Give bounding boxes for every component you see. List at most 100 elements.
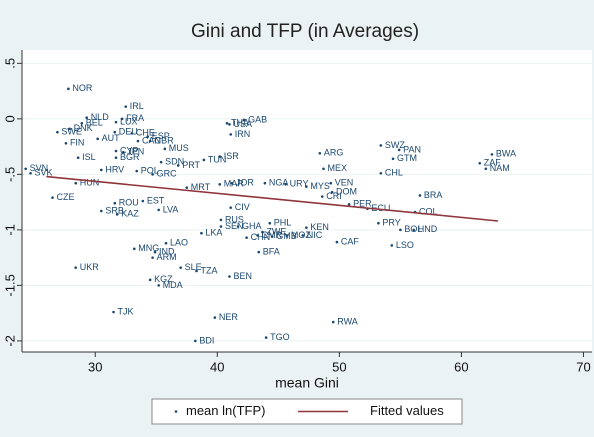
point: [100, 209, 103, 213]
point-label: SLE: [185, 262, 202, 272]
point: [391, 157, 395, 161]
point: [331, 320, 335, 324]
point: [225, 121, 229, 125]
point-label: ECU: [371, 203, 390, 213]
point-label: NLD: [91, 112, 110, 122]
point: [114, 156, 118, 159]
point: [322, 167, 325, 171]
point-label: BRA: [424, 190, 443, 200]
point: [130, 131, 134, 135]
x-tick-label: 30: [88, 359, 102, 374]
point: [390, 244, 394, 247]
point: [151, 173, 154, 176]
point: [67, 87, 70, 91]
y-tick-label: 0: [2, 115, 17, 122]
point-label: UKR: [80, 262, 100, 272]
point-label: SVK: [35, 168, 53, 178]
point: [218, 183, 222, 186]
point-label: THA: [231, 118, 249, 128]
point-label: LSO: [396, 240, 414, 250]
point-label: CAN: [142, 135, 161, 145]
point: [74, 181, 78, 185]
point-label: MRT: [191, 182, 211, 192]
point-label: CHL: [385, 168, 403, 178]
point-label: ROU: [119, 198, 139, 208]
point: [399, 228, 402, 232]
point-label: FIN: [70, 138, 85, 148]
point: [478, 161, 482, 165]
point: [301, 234, 305, 237]
point-label: HND: [418, 224, 438, 234]
point: [261, 230, 264, 234]
point-label: HRV: [105, 164, 124, 174]
point-label: TGO: [270, 332, 290, 342]
point: [379, 144, 383, 147]
point: [113, 201, 117, 205]
point: [29, 171, 32, 175]
point-label: RUS: [225, 214, 244, 224]
point-label: GBR: [154, 135, 174, 145]
legend-swatch: [174, 410, 178, 413]
point: [228, 123, 231, 126]
point-label: COL: [419, 206, 438, 216]
y-tick-label: -.5: [2, 167, 17, 182]
point: [195, 269, 198, 273]
point-label: URY: [290, 179, 309, 189]
point: [176, 164, 180, 167]
point-label: MOZ: [291, 230, 311, 240]
point-label: NER: [219, 312, 239, 322]
point-label: MUS: [169, 143, 189, 153]
point-label: BFA: [263, 246, 280, 256]
point: [56, 130, 59, 134]
point: [80, 121, 84, 125]
point-label: ARG: [324, 148, 344, 158]
point-label: CIV: [235, 202, 250, 212]
point-label: MEX: [327, 163, 347, 173]
point-label: DOM: [336, 186, 357, 196]
point-label: IRL: [130, 101, 144, 111]
point: [163, 147, 167, 151]
point-label: PRY: [382, 218, 400, 228]
point-label: ARM: [157, 252, 177, 262]
point: [412, 228, 416, 232]
point: [213, 316, 217, 319]
point: [228, 275, 231, 278]
point: [285, 234, 289, 237]
point-label: CHN: [251, 232, 271, 242]
point: [219, 218, 223, 222]
point-label: NOR: [72, 83, 93, 93]
point-label: PAN: [403, 144, 421, 154]
point-label: ISL: [82, 152, 96, 162]
point: [157, 208, 161, 212]
x-axis-title: mean Gini: [275, 375, 339, 391]
point-label: PER: [353, 199, 372, 209]
point-label: MAR: [224, 179, 245, 189]
y-tick-label: .5: [2, 58, 17, 69]
point: [157, 284, 161, 287]
point-label: FRA: [126, 113, 144, 123]
point-label: AUT: [102, 133, 121, 143]
point-label: CAF: [341, 236, 360, 246]
point-label: MYS: [310, 181, 330, 191]
point-label: KEN: [310, 222, 329, 232]
point: [24, 167, 27, 171]
point-label: POL: [141, 165, 159, 175]
point-label: TJK: [118, 306, 134, 316]
point-label: RWA: [337, 316, 358, 326]
point: [122, 150, 125, 154]
point: [264, 336, 268, 339]
point-label: KAZ: [121, 209, 139, 219]
point: [100, 168, 103, 172]
y-tick-label: -2: [2, 335, 17, 347]
point: [268, 221, 272, 225]
point: [229, 133, 233, 136]
point-label: NAM: [490, 163, 510, 173]
point-label: GAB: [248, 114, 267, 124]
point-label: CRI: [326, 191, 342, 201]
point-label: JPN: [127, 147, 144, 157]
point-label: BGR: [120, 152, 140, 162]
point: [68, 127, 71, 131]
point: [164, 241, 168, 245]
point-label: LVA: [163, 204, 179, 214]
